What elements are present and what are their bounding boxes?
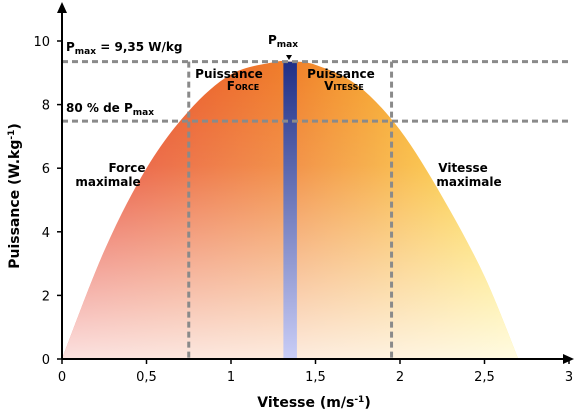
puissance-force-label-1: Puissance: [195, 67, 263, 81]
x-axis-title: Vitesse (m/s-1): [257, 395, 370, 411]
force-max-label-1: Force: [108, 161, 145, 175]
y-tick-label: 6: [42, 162, 50, 177]
vitesse-max-label-2: maximale: [436, 175, 501, 189]
y-tick-label: 2: [42, 289, 50, 304]
x-tick-label: 3: [565, 370, 573, 385]
p80-label: 80 % de Pmax: [66, 101, 154, 118]
puissance-force-label-2: Force: [227, 79, 260, 93]
y-tick-label: 0: [42, 353, 50, 368]
y-axis-title: Puissance (W.kg-1): [7, 123, 23, 269]
pmax-top-label: Pmax: [268, 33, 298, 50]
puissance-vitesse-label-1: Puissance: [307, 67, 375, 81]
x-tick-label: 1: [227, 370, 235, 385]
x-tick-label: 2,5: [474, 370, 495, 385]
pmax-band: [283, 61, 297, 360]
vitesse-max-label-1: Vitesse: [438, 161, 488, 175]
y-axis-arrow: [57, 2, 67, 13]
x-tick-label: 0,5: [136, 370, 157, 385]
y-tick-label: 8: [42, 99, 50, 114]
y-tick-label: 10: [33, 35, 50, 50]
x-tick-label: 2: [396, 370, 404, 385]
puissance-vitesse-label-2: Vitesse: [324, 79, 364, 93]
x-tick-label: 0: [58, 370, 66, 385]
force-max-label-2: maximale: [75, 175, 140, 189]
pmax-arrow: [286, 48, 292, 60]
y-tick-label: 4: [42, 226, 50, 241]
x-tick-label: 1,5: [305, 370, 326, 385]
pmax-value-label: Pmax = 9,35 W/kg: [66, 40, 182, 57]
